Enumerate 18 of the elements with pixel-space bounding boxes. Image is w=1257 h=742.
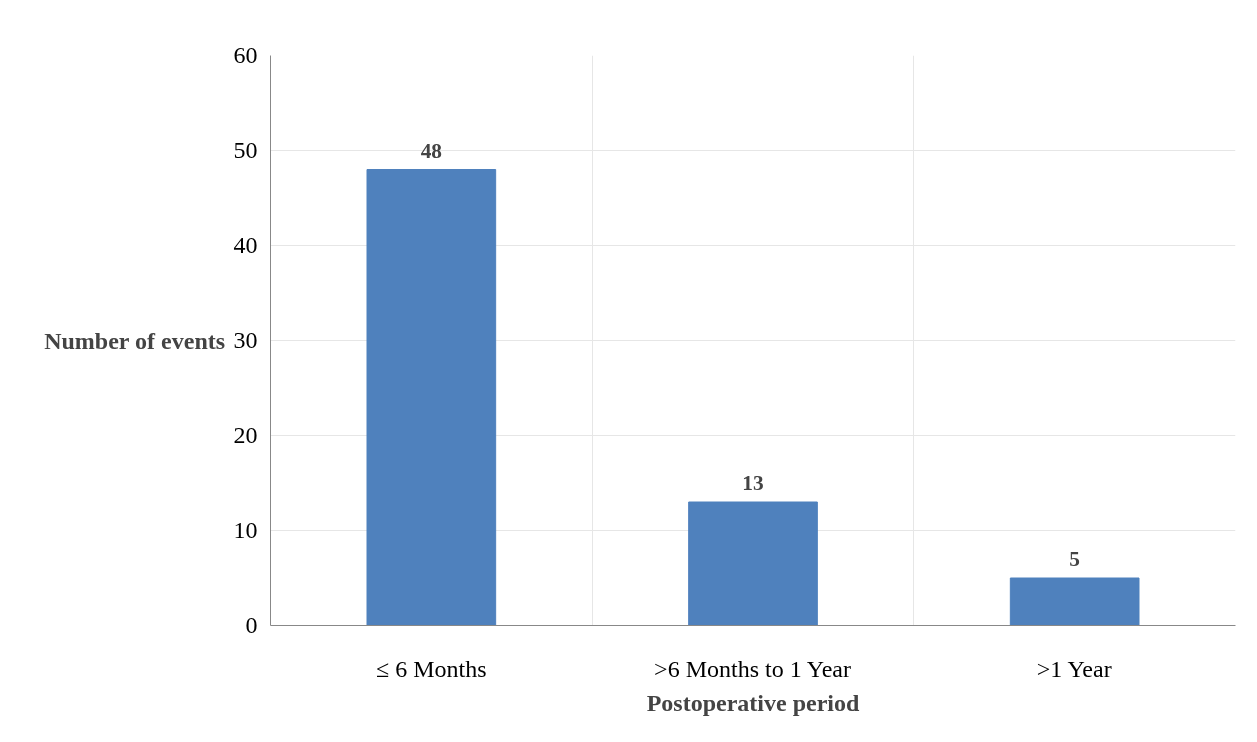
bar	[688, 501, 818, 626]
y-tick-label: 40	[233, 232, 258, 258]
y-tick-label: 10	[233, 517, 258, 543]
y-tick-label: 60	[233, 42, 258, 68]
y-axis-title: Number of events	[44, 327, 226, 354]
y-tick-label: 50	[233, 137, 258, 163]
x-tick-label: ≤ 6 Months	[376, 655, 487, 682]
y-tick-label: 20	[233, 422, 258, 448]
bar	[366, 169, 497, 626]
x-axis-title: Postoperative period	[646, 689, 860, 716]
x-tick-label: >6 Months to 1 Year	[654, 655, 852, 682]
x-tick-label: >1 Year	[1036, 655, 1112, 682]
data-label: 48	[420, 138, 442, 163]
data-label: 13	[742, 471, 764, 495]
bar	[1009, 577, 1140, 626]
y-tick-label: 0	[245, 612, 258, 638]
data-label: 5	[1069, 547, 1081, 571]
y-tick-label: 30	[233, 327, 258, 353]
